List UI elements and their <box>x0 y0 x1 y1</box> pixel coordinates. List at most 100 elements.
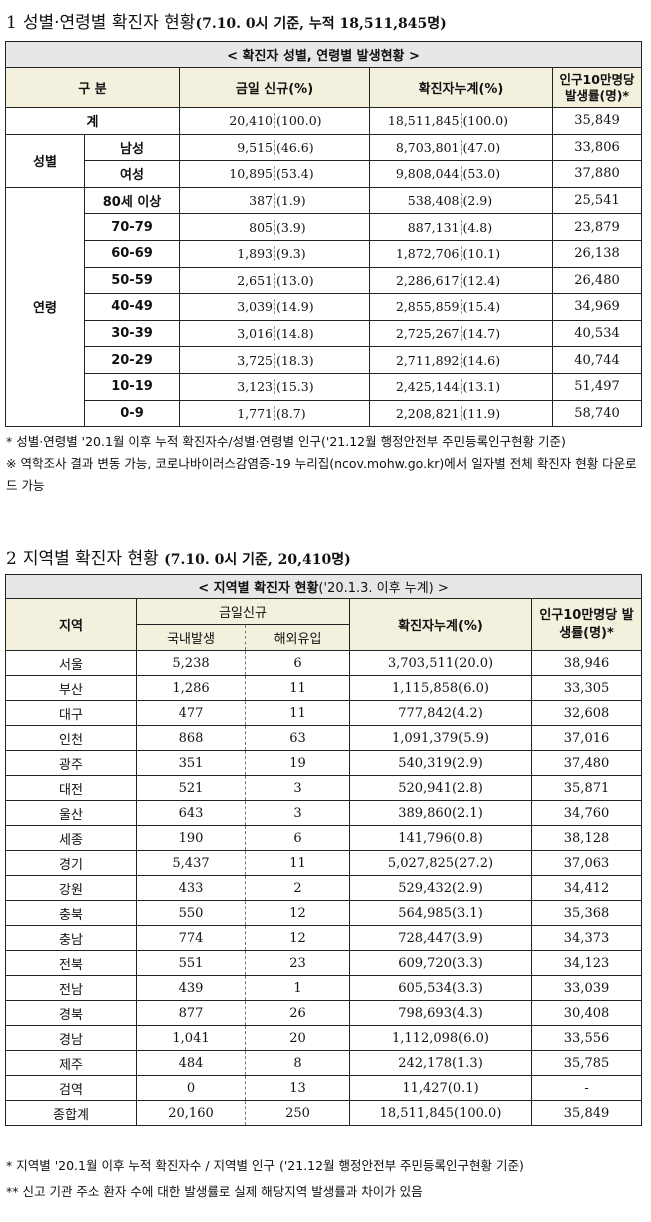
age-row-label: 70-79 <box>84 213 180 241</box>
region-domestic: 439 <box>136 975 246 1001</box>
age-row-label: 40-49 <box>84 293 180 321</box>
table-row: 경북 877 26 798,693(4.3) 30,408 <box>5 1000 643 1026</box>
age-row-cumulative-percent: (4.8) <box>462 219 493 235</box>
region-cumulative: 1,112,098(6.0) <box>349 1025 532 1051</box>
age-row-new-percent: (13.0) <box>276 272 314 288</box>
sex-row-rate: 33,806 <box>552 133 642 162</box>
age-row-cumulative-percent: (11.9) <box>462 405 501 421</box>
sex-row-cumulative-percent: (47.0) <box>462 139 501 155</box>
region-cumulative: 605,534(3.3) <box>349 975 532 1001</box>
region-rate: - <box>530 1075 643 1101</box>
header-today: 금일신규 <box>136 598 350 625</box>
age-row-new-percent: (14.8) <box>276 326 314 342</box>
region-overseas: 23 <box>245 950 350 976</box>
region-table: < 지역별 확진자 현황('20.1.3. 이후 누계) > 지역 금일신규 확… <box>4 574 643 1126</box>
sex-row-cumulative: 8,703,801 (47.0) <box>369 133 553 162</box>
age-row-cumulative-percent: (14.7) <box>462 326 501 342</box>
header-category: 구 분 <box>5 67 180 108</box>
age-row-new-count: 3,123 <box>184 379 275 395</box>
region-cumulative: 11,427(0.1) <box>349 1075 532 1101</box>
total-cumulative-percent: (100.0) <box>462 113 509 129</box>
age-row-cumulative-count: 2,725,267 <box>374 326 462 342</box>
age-row-cumulative-percent: (14.6) <box>462 352 501 368</box>
age-row-rate: 26,480 <box>552 266 642 295</box>
age-row-new: 3,725 (18.3) <box>179 346 370 374</box>
region-rate: 34,373 <box>530 925 643 951</box>
age-row-label: 60-69 <box>84 239 180 268</box>
total-cumulative-count: 18,511,845 <box>374 113 462 129</box>
region-rate: 37,016 <box>530 725 643 751</box>
age-row-new-count: 1,893 <box>184 246 275 262</box>
region-rate: 35,368 <box>530 900 643 926</box>
table-row: 20-29 3,725 (18.3) 2,711,892 (14.6) 40,744 <box>6 346 642 374</box>
region-domestic: 477 <box>136 700 246 726</box>
region-cumulative: 1,115,858(6.0) <box>349 675 532 701</box>
region-overseas: 11 <box>245 675 350 701</box>
age-row-new-count: 2,651 <box>184 272 275 288</box>
note-3: * 지역별 '20.1월 이후 누적 확진자수 / 지역별 인구 ('21.12… <box>6 1158 524 1173</box>
region-rate: 38,946 <box>530 650 643 676</box>
age-row-rate: 40,534 <box>552 319 642 348</box>
section2-notes: * 지역별 '20.1월 이후 누적 확진자수 / 지역별 인구 ('21.12… <box>6 1156 642 1202</box>
region-domestic: 643 <box>136 800 246 826</box>
table-row: 부산 1,286 11 1,115,858(6.0) 33,305 <box>5 675 643 701</box>
region-name: 부산 <box>5 675 137 701</box>
table1-caption: < 확진자 성별, 연령별 발생현황 > <box>5 41 642 68</box>
region-overseas: 13 <box>245 1075 350 1101</box>
age-row-new-count: 3,039 <box>184 299 275 315</box>
age-row-new-count: 3,725 <box>184 352 275 368</box>
table-row: 0-9 1,771 (8.7) 2,208,821 (11.9) 58,740 <box>6 399 642 428</box>
region-cumulative: 5,027,825(27.2) <box>349 850 532 876</box>
region-domestic: 877 <box>136 1000 246 1026</box>
region-cumulative: 540,319(2.9) <box>349 750 532 776</box>
region-name: 종합계 <box>5 1100 137 1126</box>
age-row-cumulative-count: 2,711,892 <box>374 352 462 368</box>
region-name: 제주 <box>5 1050 137 1076</box>
age-row-cumulative-percent: (12.4) <box>462 272 501 288</box>
table-row: 충남 774 12 728,447(3.9) 34,373 <box>5 925 643 951</box>
section2-number: 2 <box>6 549 17 569</box>
note-4: ** 신고 기관 주소 환자 수에 대한 발생률로 실제 해당지역 발생률과 차… <box>6 1184 423 1199</box>
age-row-new-count: 387 <box>184 193 275 209</box>
region-cumulative: 564,985(3.1) <box>349 900 532 926</box>
table-row: 70-79 805 (3.9) 887,131 (4.8) 23,879 <box>6 213 642 241</box>
age-row-rate: 58,740 <box>552 399 642 428</box>
region-cumulative: 389,860(2.1) <box>349 800 532 826</box>
age-row-new-count: 1,771 <box>184 405 275 421</box>
table-row: 여성 10,895 (53.4) 9,808,044 (53.0) 37,880 <box>6 160 642 188</box>
total-new-count: 20,410 <box>184 113 275 129</box>
region-cumulative: 529,432(2.9) <box>349 875 532 901</box>
age-row-cumulative-count: 2,425,144 <box>374 379 462 395</box>
age-row-rate: 51,497 <box>552 372 642 401</box>
table-row: 대전 521 3 520,941(2.8) 35,871 <box>5 775 643 801</box>
table-row: 10-19 3,123 (15.3) 2,425,144 (13.1) 51,497 <box>6 372 642 401</box>
region-overseas: 12 <box>245 925 350 951</box>
region-rate: 33,556 <box>530 1025 643 1051</box>
age-row-cumulative: 2,425,144 (13.1) <box>369 372 553 401</box>
region-overseas: 250 <box>245 1100 350 1126</box>
region-rate: 33,039 <box>530 975 643 1001</box>
region-domestic: 433 <box>136 875 246 901</box>
age-row-new-percent: (18.3) <box>276 352 314 368</box>
age-row-new: 3,123 (15.3) <box>179 372 370 401</box>
region-domestic: 1,041 <box>136 1025 246 1051</box>
sex-row-new: 10,895 (53.4) <box>179 160 370 188</box>
section1-subtitle: (7.10. 0시 기준, 누적 18,511,845명) <box>195 16 447 32</box>
sex-row-rate: 37,880 <box>552 160 642 188</box>
age-row-cumulative: 2,286,617 (12.4) <box>369 266 553 295</box>
table-row: 50-59 2,651 (13.0) 2,286,617 (12.4) 26,480 <box>6 266 642 295</box>
region-name: 강원 <box>5 875 137 901</box>
sex-row-new-count: 10,895 <box>184 166 275 182</box>
header-region: 지역 <box>5 598 137 651</box>
section1-title: 1 성별·연령별 확진자 현황(7.10. 0시 기준, 누적 18,511,84… <box>6 8 447 33</box>
table-row: 60-69 1,893 (9.3) 1,872,706 (10.1) 26,138 <box>6 239 642 268</box>
region-name: 경북 <box>5 1000 137 1026</box>
region-name: 충북 <box>5 900 137 926</box>
region-domestic: 20,160 <box>136 1100 246 1126</box>
table2-caption: < 지역별 확진자 현황('20.1.3. 이후 누계) > <box>4 574 643 599</box>
region-name: 인천 <box>5 725 137 751</box>
region-rate: 34,760 <box>530 800 643 826</box>
sex-row-new-count: 9,515 <box>184 139 275 155</box>
region-rate: 35,785 <box>530 1050 643 1076</box>
age-row-new-count: 3,016 <box>184 326 275 342</box>
